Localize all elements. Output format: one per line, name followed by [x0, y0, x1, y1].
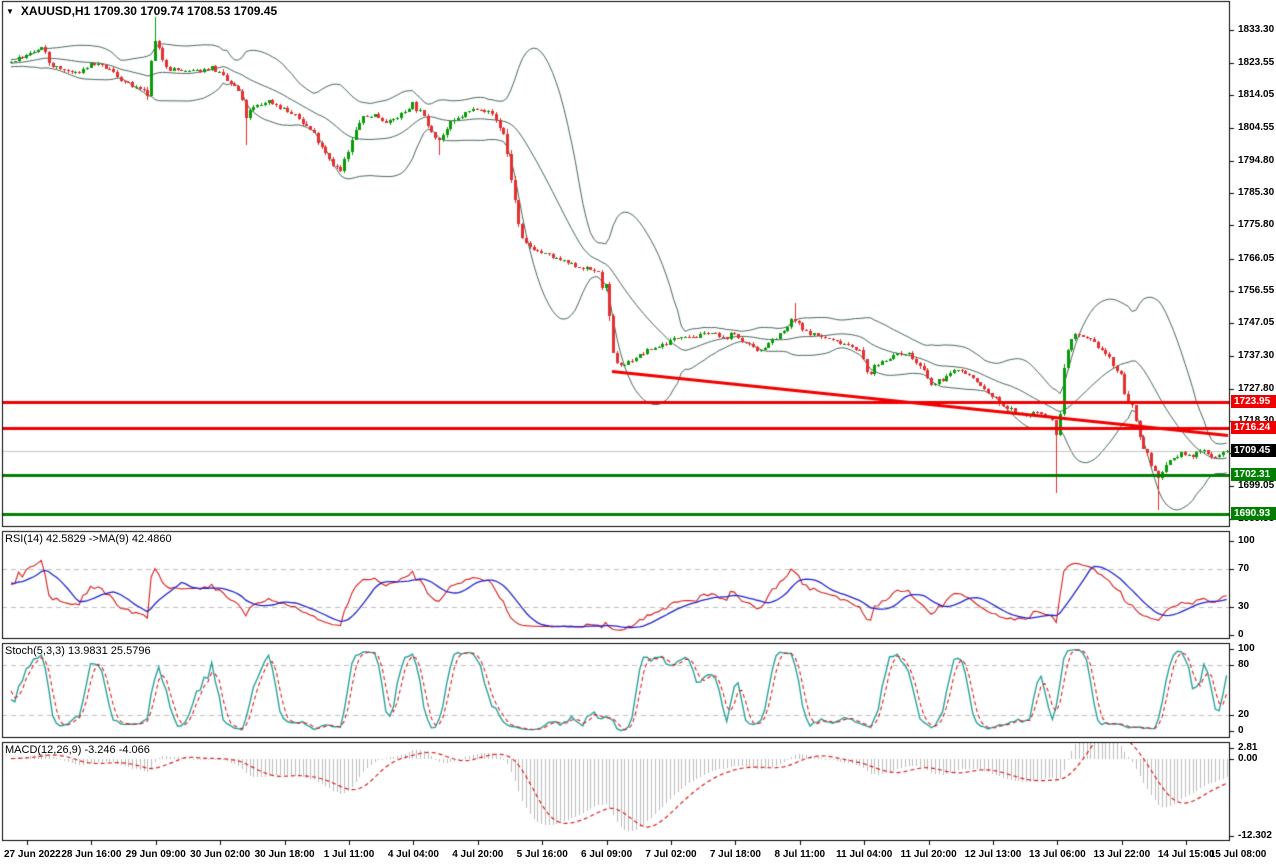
rsi-indicator-label: RSI(14) 42.5829 ->MA(9) 42.4860: [5, 533, 172, 545]
time-tick-label: 30 Jun 18:00: [254, 849, 315, 860]
price-tick-label: 1794.80: [1238, 155, 1275, 166]
price-tick-label: 1699.05: [1238, 480, 1275, 491]
time-tick-label: 4 Jul 20:00: [452, 849, 504, 860]
price-tick-label: 1747.05: [1238, 317, 1275, 328]
resistance-price-badge: 1723.95: [1231, 395, 1276, 408]
price-tick-label: 1833.30: [1238, 24, 1275, 35]
time-tick-label: 6 Jul 09:00: [581, 849, 633, 860]
macd-tick-label: -12.302: [1238, 830, 1272, 841]
stoch-tick-label: 0: [1238, 725, 1244, 736]
price-tick-label: 1756.55: [1238, 285, 1275, 296]
macd-tick-label: 0.00: [1238, 753, 1258, 764]
price-tick-label: 1804.55: [1238, 122, 1275, 133]
time-tick-label: 12 Jul 13:00: [964, 849, 1022, 860]
rsi-tick-label: 100: [1238, 535, 1255, 546]
resistance-price-badge: 1716.24: [1231, 421, 1276, 434]
time-tick-label: 13 Jul 06:00: [1029, 849, 1086, 860]
support-price-badge: 1702.31: [1231, 468, 1276, 481]
time-tick-label: 29 Jun 09:00: [125, 849, 186, 860]
stoch-tick-label: 20: [1238, 709, 1250, 720]
rsi-tick-label: 30: [1238, 601, 1250, 612]
macd-tick-label: 2.81: [1238, 742, 1258, 753]
price-tick-label: 1766.05: [1238, 253, 1275, 264]
rsi-tick-label: 0: [1238, 629, 1244, 640]
time-tick-label: 30 Jun 02:00: [190, 849, 251, 860]
price-tick-label: 1814.05: [1238, 89, 1275, 100]
stoch-tick-label: 100: [1238, 643, 1255, 654]
time-tick-label: 5 Jul 16:00: [516, 849, 568, 860]
time-tick-label: 11 Jul 20:00: [900, 849, 957, 860]
price-tick-label: 1775.80: [1238, 219, 1275, 230]
macd-indicator-label: MACD(12,26,9) -3.246 -4.066: [5, 744, 150, 756]
time-tick-label: 1 Jul 11:00: [323, 849, 375, 860]
price-tick-label: 1718.30: [1238, 415, 1274, 427]
time-tick-label: 4 Jul 04:00: [387, 849, 439, 860]
stoch-indicator-label: Stoch(5,3,3) 13.9831 25.5796: [5, 645, 151, 657]
time-tick-label: 14 Jul 15:00: [1157, 849, 1215, 860]
price-tick-label: 1823.55: [1238, 57, 1275, 68]
price-tick-label: 1727.80: [1238, 383, 1275, 394]
time-tick-label: 27 Jun 2022: [4, 849, 61, 860]
time-tick-label: 7 Jul 02:00: [645, 849, 697, 860]
rsi-tick-label: 70: [1238, 563, 1250, 574]
time-tick-label: 28 Jun 16:00: [61, 849, 122, 860]
time-tick-label: 15 Jul 08:00: [1209, 849, 1267, 860]
time-tick-label: 8 Jul 11:00: [774, 849, 826, 860]
current-price-badge: 1709.45: [1231, 444, 1276, 457]
stoch-tick-label: 80: [1238, 659, 1250, 670]
price-tick-label: 1737.30: [1238, 350, 1275, 361]
time-tick-label: 11 Jul 04:00: [836, 849, 893, 860]
time-tick-label: 13 Jul 22:00: [1093, 849, 1151, 860]
symbol-ohlc-text: XAUUSD,H1 1709.30 1709.74 1708.53 1709.4…: [20, 4, 278, 18]
support-price-badge: 1690.93: [1231, 507, 1276, 520]
chart-title: ▼ XAUUSD,H1 1709.30 1709.74 1708.53 1709.…: [6, 4, 277, 18]
price-tick-label: 1785.30: [1238, 187, 1275, 198]
time-tick-label: 7 Jul 18:00: [709, 849, 761, 860]
symbol-dropdown-arrow-icon[interactable]: ▼: [6, 7, 14, 16]
